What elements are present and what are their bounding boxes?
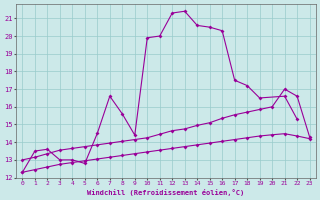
X-axis label: Windchill (Refroidissement éolien,°C): Windchill (Refroidissement éolien,°C)	[87, 189, 244, 196]
